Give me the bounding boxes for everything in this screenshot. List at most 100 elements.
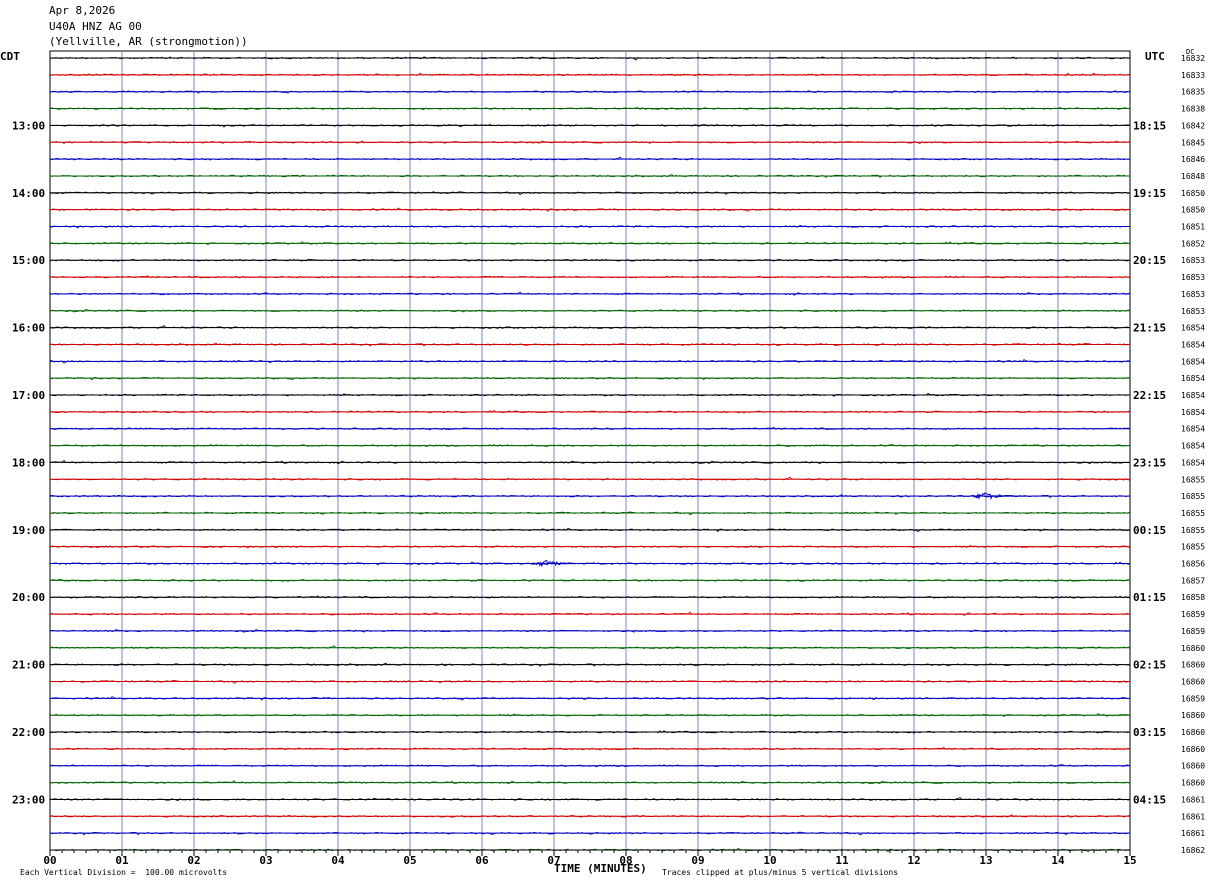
trace-line: [49, 713, 1131, 718]
trace-line: [49, 106, 1131, 111]
trace-line: [49, 325, 1131, 329]
dc-offset-label: 16860: [1181, 728, 1205, 737]
dc-offset-label: 16860: [1181, 779, 1205, 788]
dc-offset-label: 16860: [1181, 711, 1205, 720]
right-hour-label: 23:15: [1133, 456, 1166, 469]
trace-line: [49, 545, 1131, 549]
left-hour-label: 18:00: [12, 456, 45, 469]
left-hour-label: 14:00: [12, 187, 45, 200]
trace-line: [49, 831, 1131, 836]
x-tick-label: 05: [403, 854, 416, 867]
trace-line: [49, 191, 1131, 196]
right-hour-label: 22:15: [1133, 389, 1166, 402]
dc-offset-label: 16860: [1181, 677, 1205, 686]
x-tick-label: 12: [907, 854, 920, 867]
dc-offset-label: 16838: [1181, 105, 1205, 114]
trace-line: [49, 426, 1131, 431]
trace-line: [49, 123, 1131, 128]
dc-offset-label: 16862: [1181, 846, 1205, 855]
right-hour-label: 04:15: [1133, 793, 1166, 806]
dc-offset-label: 16859: [1181, 694, 1205, 703]
dc-offset-label: 16859: [1181, 610, 1205, 619]
x-tick-label: 00: [43, 854, 56, 867]
x-tick-label: 01: [115, 854, 129, 867]
right-hour-label: 21:15: [1133, 322, 1166, 335]
trace-line: [49, 459, 1131, 465]
trace-line: [49, 561, 1131, 566]
dc-offset-label: 16851: [1181, 223, 1205, 232]
x-tick-label: 13: [979, 854, 992, 867]
dc-offset-label: 16854: [1181, 324, 1205, 333]
dc-offset-label: 16861: [1181, 795, 1205, 804]
trace-line: [49, 140, 1131, 144]
trace-line: [49, 56, 1131, 61]
trace-line: [49, 308, 1131, 313]
left-hour-label: 22:00: [12, 726, 45, 739]
right-hour-label: 20:15: [1133, 254, 1166, 267]
right-hour-label: 03:15: [1133, 726, 1166, 739]
dc-offset-label: 16835: [1181, 88, 1205, 97]
left-hour-label: 21:00: [12, 659, 45, 672]
left-hour-label: 13:00: [12, 119, 45, 132]
x-tick-label: 10: [763, 854, 776, 867]
trace-line: [49, 796, 1131, 802]
left-hour-label: 15:00: [12, 254, 45, 267]
dc-offset-label: 16854: [1181, 374, 1205, 383]
trace-line: [49, 696, 1131, 701]
dc-offset-label: 16861: [1181, 829, 1205, 838]
trace-line: [49, 258, 1131, 262]
dc-offset-label: 16850: [1181, 189, 1205, 198]
trace-line: [49, 275, 1131, 279]
trace-line: [49, 780, 1131, 785]
dc-offset-label: 16854: [1181, 425, 1205, 434]
trace-line: [49, 156, 1131, 161]
x-tick-label: 04: [331, 854, 345, 867]
header-date: Apr 8,2026: [49, 4, 116, 17]
seismic-event: [971, 492, 1027, 501]
dc-offset-label: 16856: [1181, 560, 1205, 569]
trace-line: [49, 241, 1131, 246]
x-tick-label: 14: [1051, 854, 1065, 867]
x-tick-label: 15: [1123, 854, 1136, 867]
trace-line: [49, 476, 1131, 481]
plot-frame: [49, 50, 1131, 851]
scale-note: Each Vertical Division = 100.00 microvol…: [20, 868, 228, 877]
dc-offset-label: 16860: [1181, 644, 1205, 653]
trace-line: [49, 291, 1131, 296]
right-hour-label: 00:15: [1133, 524, 1166, 537]
trace-line: [49, 376, 1131, 381]
seismic-event: [532, 560, 587, 568]
x-tick-label: 08: [619, 854, 632, 867]
right-hour-label: 19:15: [1133, 187, 1166, 200]
dc-offset-label: 16855: [1181, 475, 1205, 484]
right-hour-label: 01:15: [1133, 591, 1166, 604]
x-tick-label: 02: [187, 854, 200, 867]
dc-offset-label: 16846: [1181, 155, 1205, 164]
trace-line: [49, 629, 1131, 633]
trace-line: [49, 747, 1131, 751]
trace-line: [49, 763, 1131, 768]
trace-line: [49, 579, 1131, 583]
trace-line: [49, 595, 1131, 599]
trace-line: [49, 662, 1131, 667]
left-timezone-label: CDT: [0, 50, 20, 63]
trace-line: [49, 342, 1131, 347]
dc-offset-label: 16853: [1181, 307, 1205, 316]
trace-line: [49, 359, 1131, 364]
trace-line: [49, 409, 1131, 414]
dc-offset-label: 16850: [1181, 206, 1205, 215]
dc-offset-label: 16853: [1181, 256, 1205, 265]
dc-offset-label: 16852: [1181, 239, 1205, 248]
dc-offset-label: 16857: [1181, 576, 1205, 585]
trace-line: [49, 814, 1131, 818]
dc-offset-label: 16833: [1181, 71, 1205, 80]
trace-line: [49, 511, 1131, 516]
right-hour-label: 02:15: [1133, 659, 1166, 672]
dc-offset-label: 16855: [1181, 492, 1205, 501]
left-hour-label: 16:00: [12, 322, 45, 335]
dc-offset-label: 16854: [1181, 340, 1205, 349]
dc-offset-label: 16858: [1181, 593, 1205, 602]
left-hour-label: 17:00: [12, 389, 45, 402]
dc-offset-label: 16854: [1181, 391, 1205, 400]
